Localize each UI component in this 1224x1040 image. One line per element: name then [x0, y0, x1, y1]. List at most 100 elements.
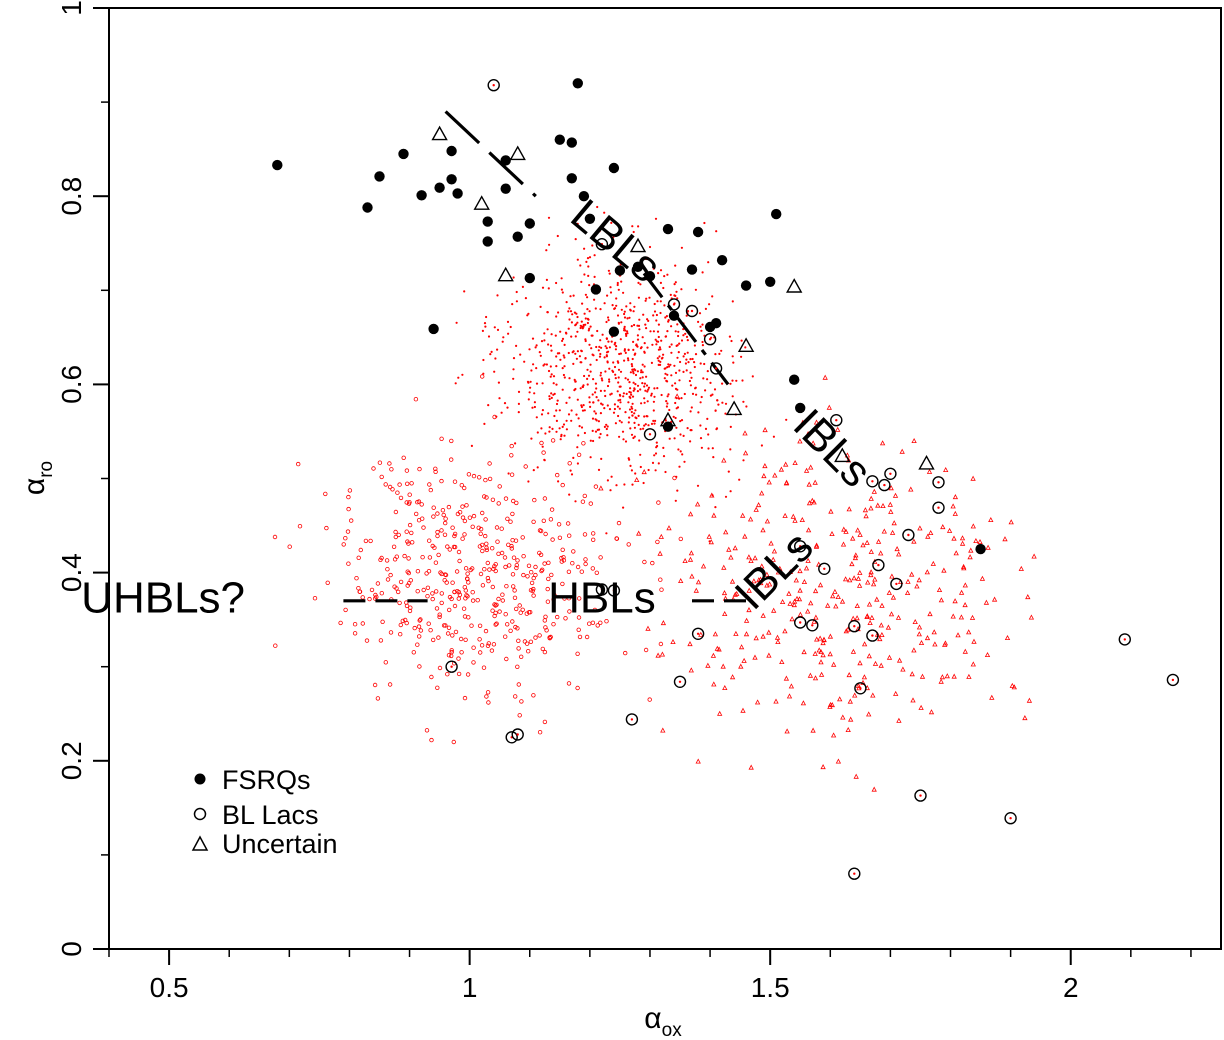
- background-point: [550, 392, 553, 395]
- background-point: [548, 243, 551, 246]
- background-point: [617, 376, 620, 379]
- background-point: [570, 473, 574, 476]
- background-point: [764, 571, 770, 577]
- fsrq-point: [692, 226, 704, 238]
- background-point: [535, 382, 539, 385]
- background-point: [627, 401, 630, 404]
- bllac-point: [673, 675, 687, 688]
- background-point: [773, 698, 779, 704]
- background-point: [674, 330, 677, 333]
- background-point: [460, 504, 465, 509]
- background-point: [485, 560, 490, 566]
- background-point: [832, 588, 838, 594]
- background-point: [635, 343, 638, 346]
- background-point: [510, 619, 515, 624]
- background-point: [555, 419, 559, 422]
- background-point: [655, 446, 658, 449]
- background-point: [633, 435, 636, 438]
- background-point: [526, 610, 532, 615]
- background-point: [443, 572, 448, 577]
- background-point: [629, 308, 632, 311]
- background-point: [871, 786, 877, 792]
- background-point: [449, 457, 454, 462]
- background-point: [482, 567, 487, 572]
- background-point: [748, 557, 754, 563]
- background-point: [411, 650, 416, 655]
- background-point: [609, 489, 612, 492]
- background-point: [619, 370, 623, 373]
- background-point: [871, 488, 877, 494]
- background-point: [689, 410, 692, 413]
- region-label: IBLs: [726, 522, 823, 619]
- background-point: [561, 337, 565, 340]
- background-point: [598, 620, 603, 625]
- fsrq-point: [446, 145, 457, 157]
- background-point: [555, 409, 558, 412]
- background-point: [595, 396, 598, 399]
- background-point: [559, 330, 562, 333]
- background-point: [478, 571, 484, 577]
- background-point: [573, 311, 577, 314]
- background-point: [678, 577, 684, 583]
- background-point: [599, 374, 602, 377]
- background-point: [637, 225, 640, 228]
- background-point: [462, 485, 467, 491]
- fsrq-point: [710, 318, 722, 329]
- bllac-point: [625, 713, 639, 726]
- background-point: [790, 513, 796, 519]
- background-point: [490, 350, 493, 353]
- background-point: [624, 411, 627, 414]
- background-point: [825, 602, 831, 608]
- background-point: [868, 572, 874, 578]
- background-point: [407, 522, 413, 528]
- background-point: [463, 290, 466, 293]
- background-point: [924, 635, 931, 641]
- background-point: [533, 392, 536, 395]
- background-point: [346, 506, 351, 512]
- background-point: [466, 472, 472, 477]
- bllac-point: [872, 558, 885, 572]
- background-point: [837, 696, 843, 702]
- background-point: [593, 484, 599, 489]
- background-point: [493, 568, 498, 574]
- background-point: [624, 377, 627, 380]
- background-point: [712, 456, 715, 459]
- background-point: [658, 577, 663, 582]
- bllac-point-center: [1171, 678, 1175, 682]
- background-point: [515, 300, 519, 303]
- background-point: [605, 427, 608, 431]
- background-point: [633, 412, 636, 415]
- background-point: [675, 426, 678, 429]
- background-point: [701, 340, 704, 344]
- background-point: [864, 613, 870, 619]
- background-point: [416, 518, 422, 523]
- background-point: [663, 275, 666, 278]
- background-point: [563, 616, 568, 621]
- background-point: [641, 336, 644, 339]
- background-point: [511, 303, 514, 306]
- background-point: [577, 417, 580, 420]
- background-point: [833, 603, 839, 609]
- background-point: [492, 602, 497, 607]
- background-point: [594, 430, 598, 433]
- background-point: [615, 345, 618, 348]
- background-point: [464, 503, 469, 508]
- background-point: [778, 466, 785, 472]
- background-point: [424, 728, 430, 733]
- background-point: [543, 614, 548, 619]
- background-point: [660, 620, 667, 626]
- background-point: [674, 499, 677, 502]
- background-point: [626, 378, 630, 381]
- background-point: [566, 569, 572, 574]
- background-point: [390, 487, 395, 492]
- background-point: [659, 311, 662, 315]
- background-point: [456, 590, 462, 595]
- background-point: [553, 414, 556, 418]
- background-point: [966, 673, 972, 679]
- background-point: [641, 376, 644, 379]
- background-point: [445, 631, 451, 636]
- background-point: [547, 412, 550, 415]
- background-point: [675, 344, 678, 347]
- background-point: [398, 495, 404, 501]
